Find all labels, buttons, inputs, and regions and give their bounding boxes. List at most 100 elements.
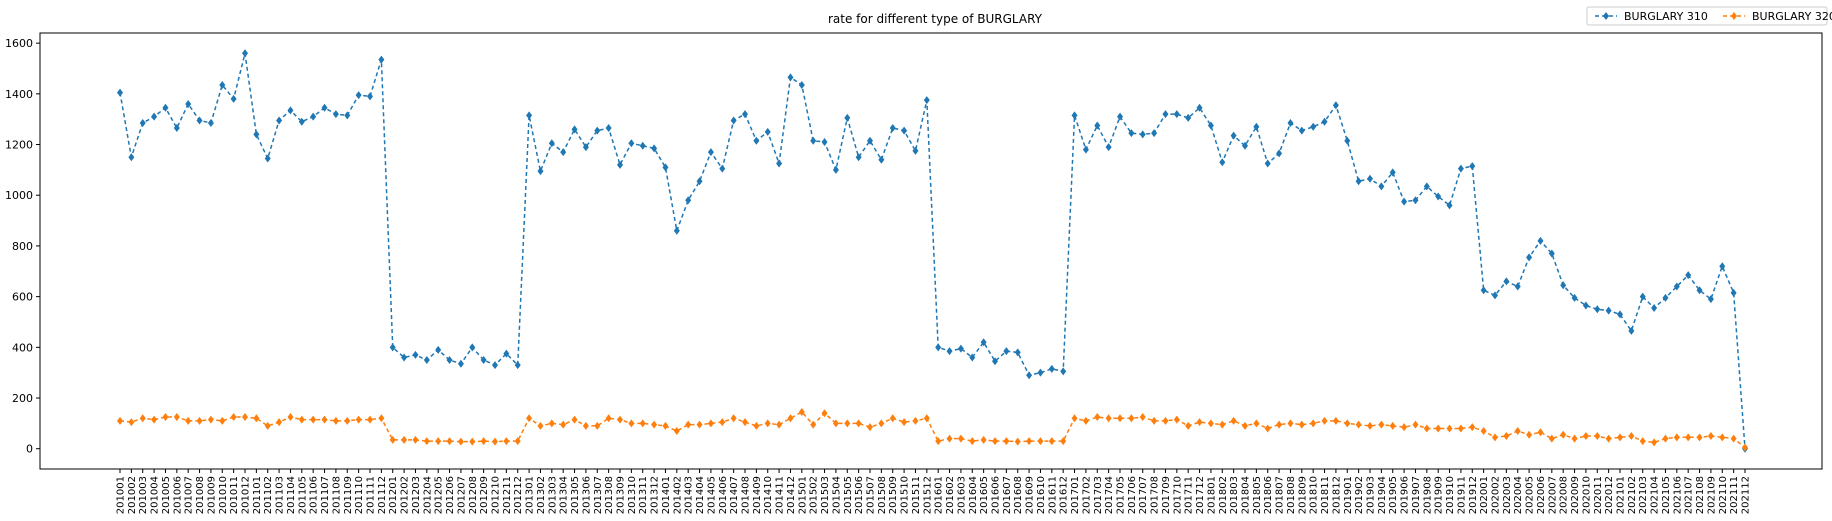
data-point <box>1230 131 1237 140</box>
legend: BURGLARY 310 BURGLARY 320 <box>1586 6 1832 26</box>
data-point <box>219 80 226 89</box>
data-point <box>1480 286 1487 295</box>
x-tick-label: 201705 <box>1116 476 1127 514</box>
data-point <box>742 418 748 427</box>
data-point <box>1707 295 1714 304</box>
x-tick-label: 202102 <box>1627 476 1638 514</box>
data-point <box>571 415 578 424</box>
data-point <box>1048 437 1055 446</box>
data-point <box>185 99 192 108</box>
data-point <box>1730 434 1737 443</box>
data-point <box>139 118 146 127</box>
x-tick-label: 201304 <box>559 476 570 514</box>
data-point <box>1480 426 1487 435</box>
x-tick-label: 202112 <box>1741 476 1752 514</box>
x-tick-label: 202003 <box>1502 476 1513 514</box>
data-point <box>526 414 533 423</box>
x-tick-label: 201503 <box>820 476 831 514</box>
x-tick-label: 201102 <box>263 476 274 514</box>
x-tick-label: 201308 <box>604 476 615 514</box>
data-point <box>1003 437 1010 446</box>
series-burglary-320 <box>117 407 1748 452</box>
x-tick-label: 201402 <box>672 476 683 514</box>
data-point <box>617 415 623 424</box>
data-point <box>1412 420 1419 429</box>
data-point <box>276 116 283 125</box>
data-point <box>526 111 533 120</box>
x-tick-label: 201608 <box>1013 476 1024 514</box>
data-point <box>173 124 180 133</box>
data-point <box>1298 420 1305 429</box>
data-point <box>1571 293 1578 302</box>
data-point <box>253 130 260 139</box>
data-point <box>401 353 408 362</box>
data-point <box>673 426 680 435</box>
data-point <box>1435 424 1442 433</box>
x-tick-label: 202005 <box>1525 476 1536 514</box>
x-tick-label: 201801 <box>1206 476 1217 514</box>
x-tick-label: 201702 <box>1081 476 1092 514</box>
data-point <box>742 110 748 119</box>
x-tick-label: 201101 <box>252 476 263 514</box>
x-tick-label: 201203 <box>411 476 422 514</box>
x-tick-label: 201509 <box>888 476 899 514</box>
x-tick-label: 201803 <box>1229 476 1240 514</box>
data-point <box>923 414 930 423</box>
x-tick-label: 201107 <box>320 476 331 514</box>
data-point <box>1662 293 1669 302</box>
legend-marker-burglary-320 <box>1731 12 1737 20</box>
data-point <box>1094 413 1101 422</box>
data-point <box>1571 434 1578 443</box>
data-point <box>1026 371 1033 380</box>
x-tick-label: 201302 <box>536 476 547 514</box>
data-point <box>1332 101 1339 110</box>
data-point <box>1321 416 1328 425</box>
data-point <box>1196 418 1203 427</box>
data-point <box>287 413 294 422</box>
x-tick-label: 201807 <box>1275 476 1286 514</box>
x-tick-label: 201507 <box>866 476 877 514</box>
x-tick-label: 201412 <box>786 476 797 514</box>
x-tick-label: 201410 <box>763 476 774 514</box>
data-point <box>1139 413 1146 422</box>
data-point <box>1344 419 1351 428</box>
series-burglary-310 <box>117 49 1748 453</box>
data-point <box>1503 277 1510 286</box>
x-tick-label: 201012 <box>241 476 252 514</box>
data-point <box>1037 437 1044 446</box>
y-tick-label: 600 <box>12 291 33 304</box>
data-point <box>992 437 998 446</box>
data-point <box>1537 428 1544 437</box>
data-point <box>923 96 930 105</box>
x-tick-label: 201003 <box>138 476 149 514</box>
x-tick-label: 202006 <box>1536 476 1547 514</box>
data-point <box>662 421 669 430</box>
data-point <box>401 435 408 444</box>
y-tick-label: 1000 <box>5 189 33 202</box>
x-tick-label: 201209 <box>479 476 490 514</box>
x-tick-label: 201404 <box>695 476 706 514</box>
data-point <box>1673 282 1680 291</box>
data-point <box>128 418 135 427</box>
plot-area-frame <box>39 32 1823 470</box>
x-tick-label: 201810 <box>1309 476 1320 514</box>
data-point <box>264 421 271 430</box>
data-point <box>276 418 283 427</box>
data-point <box>1548 249 1555 258</box>
data-point <box>139 414 146 423</box>
data-point <box>1173 415 1180 424</box>
data-point <box>253 414 260 423</box>
x-tick-label: 201611 <box>1047 476 1058 514</box>
x-tick-label: 201111 <box>366 476 377 514</box>
data-point <box>1219 158 1226 167</box>
data-point <box>1526 430 1533 439</box>
data-point <box>1378 182 1385 191</box>
data-point <box>457 437 464 446</box>
data-point <box>423 356 430 364</box>
x-tick-label: 201311 <box>638 476 649 514</box>
data-point <box>1003 347 1010 356</box>
data-point <box>242 49 248 58</box>
x-tick-label: 202109 <box>1706 476 1717 514</box>
x-tick-label: 201206 <box>445 476 456 514</box>
data-point <box>1412 196 1419 205</box>
